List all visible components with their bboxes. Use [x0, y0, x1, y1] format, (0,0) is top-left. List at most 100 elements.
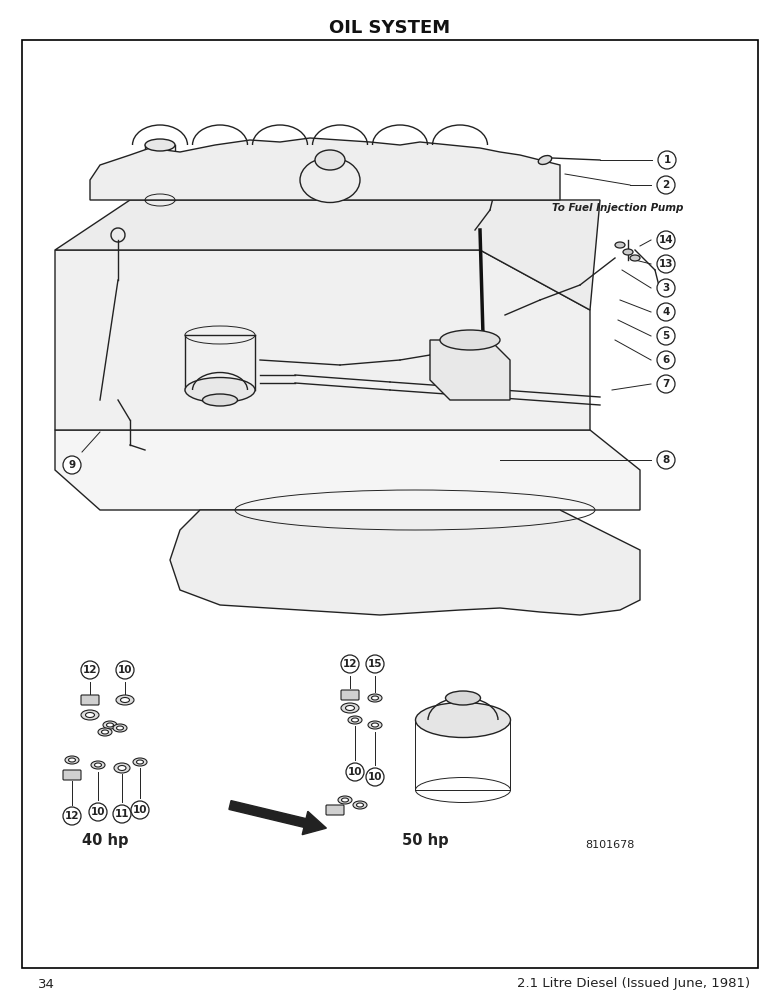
Ellipse shape	[203, 394, 237, 406]
Ellipse shape	[445, 691, 480, 705]
Ellipse shape	[341, 703, 359, 713]
Ellipse shape	[315, 150, 345, 170]
FancyBboxPatch shape	[81, 695, 99, 705]
Ellipse shape	[185, 377, 255, 402]
Text: 11: 11	[115, 809, 129, 819]
Ellipse shape	[338, 796, 352, 804]
Polygon shape	[90, 138, 560, 200]
Circle shape	[657, 255, 675, 273]
Ellipse shape	[116, 726, 123, 730]
Circle shape	[346, 763, 364, 781]
Text: 15: 15	[367, 659, 382, 669]
Ellipse shape	[113, 724, 127, 732]
FancyArrow shape	[229, 801, 326, 835]
Text: 7: 7	[662, 379, 670, 389]
Circle shape	[366, 655, 384, 673]
FancyBboxPatch shape	[326, 805, 344, 815]
Text: 10: 10	[118, 665, 133, 675]
Ellipse shape	[120, 698, 129, 702]
Ellipse shape	[69, 758, 76, 762]
Polygon shape	[430, 340, 510, 400]
Ellipse shape	[103, 721, 117, 729]
Ellipse shape	[300, 157, 360, 202]
Circle shape	[63, 807, 81, 825]
Text: 4: 4	[662, 307, 670, 317]
Ellipse shape	[348, 716, 362, 724]
Circle shape	[131, 801, 149, 819]
Text: 13: 13	[659, 259, 673, 269]
Text: 9: 9	[69, 460, 76, 470]
Polygon shape	[55, 250, 590, 430]
Ellipse shape	[107, 723, 114, 727]
Circle shape	[657, 375, 675, 393]
Text: 8101678: 8101678	[585, 840, 635, 850]
Ellipse shape	[371, 723, 378, 727]
Text: 12: 12	[65, 811, 80, 821]
Text: 2.1 Litre Diesel (Issued June, 1981): 2.1 Litre Diesel (Issued June, 1981)	[517, 978, 750, 990]
Ellipse shape	[615, 242, 625, 248]
Ellipse shape	[86, 712, 94, 718]
Ellipse shape	[81, 710, 99, 720]
Text: 6: 6	[662, 355, 669, 365]
Ellipse shape	[91, 761, 105, 769]
Circle shape	[657, 176, 675, 194]
Polygon shape	[55, 430, 640, 510]
Circle shape	[657, 279, 675, 297]
Circle shape	[113, 805, 131, 823]
Circle shape	[657, 231, 675, 249]
Text: 10: 10	[90, 807, 105, 817]
Ellipse shape	[136, 760, 144, 764]
Ellipse shape	[356, 803, 363, 807]
Text: To Fuel Injection Pump: To Fuel Injection Pump	[552, 203, 684, 213]
Ellipse shape	[346, 706, 354, 710]
Text: 3: 3	[662, 283, 669, 293]
FancyBboxPatch shape	[63, 770, 81, 780]
Ellipse shape	[440, 330, 500, 350]
Text: 10: 10	[133, 805, 147, 815]
Ellipse shape	[118, 766, 126, 770]
Circle shape	[116, 661, 134, 679]
Circle shape	[89, 803, 107, 821]
Text: 1: 1	[663, 155, 671, 165]
Text: 40 hp: 40 hp	[82, 832, 128, 848]
Ellipse shape	[630, 255, 640, 261]
Ellipse shape	[538, 156, 551, 164]
Ellipse shape	[94, 763, 101, 767]
FancyBboxPatch shape	[341, 690, 359, 700]
Circle shape	[657, 451, 675, 469]
Ellipse shape	[416, 702, 510, 738]
Ellipse shape	[65, 756, 79, 764]
Ellipse shape	[623, 249, 633, 255]
Text: 14: 14	[658, 235, 673, 245]
Ellipse shape	[368, 721, 382, 729]
Text: 12: 12	[342, 659, 357, 669]
Text: 10: 10	[348, 767, 362, 777]
Circle shape	[63, 456, 81, 474]
Circle shape	[657, 327, 675, 345]
Ellipse shape	[353, 801, 367, 809]
Ellipse shape	[101, 730, 108, 734]
Polygon shape	[170, 510, 640, 615]
Ellipse shape	[114, 763, 130, 773]
Circle shape	[341, 655, 359, 673]
Circle shape	[657, 351, 675, 369]
Polygon shape	[55, 200, 600, 310]
Text: 12: 12	[83, 665, 98, 675]
Text: 5: 5	[662, 331, 669, 341]
Ellipse shape	[342, 798, 349, 802]
Text: OIL SYSTEM: OIL SYSTEM	[329, 19, 451, 37]
Ellipse shape	[352, 718, 359, 722]
Ellipse shape	[368, 694, 382, 702]
Text: 34: 34	[38, 978, 55, 990]
Circle shape	[366, 768, 384, 786]
Ellipse shape	[145, 139, 175, 151]
Text: 50 hp: 50 hp	[402, 832, 448, 848]
Ellipse shape	[371, 696, 378, 700]
Text: 2: 2	[662, 180, 669, 190]
Circle shape	[657, 303, 675, 321]
Text: 8: 8	[662, 455, 669, 465]
Ellipse shape	[98, 728, 112, 736]
Ellipse shape	[133, 758, 147, 766]
Text: 10: 10	[367, 772, 382, 782]
Circle shape	[81, 661, 99, 679]
